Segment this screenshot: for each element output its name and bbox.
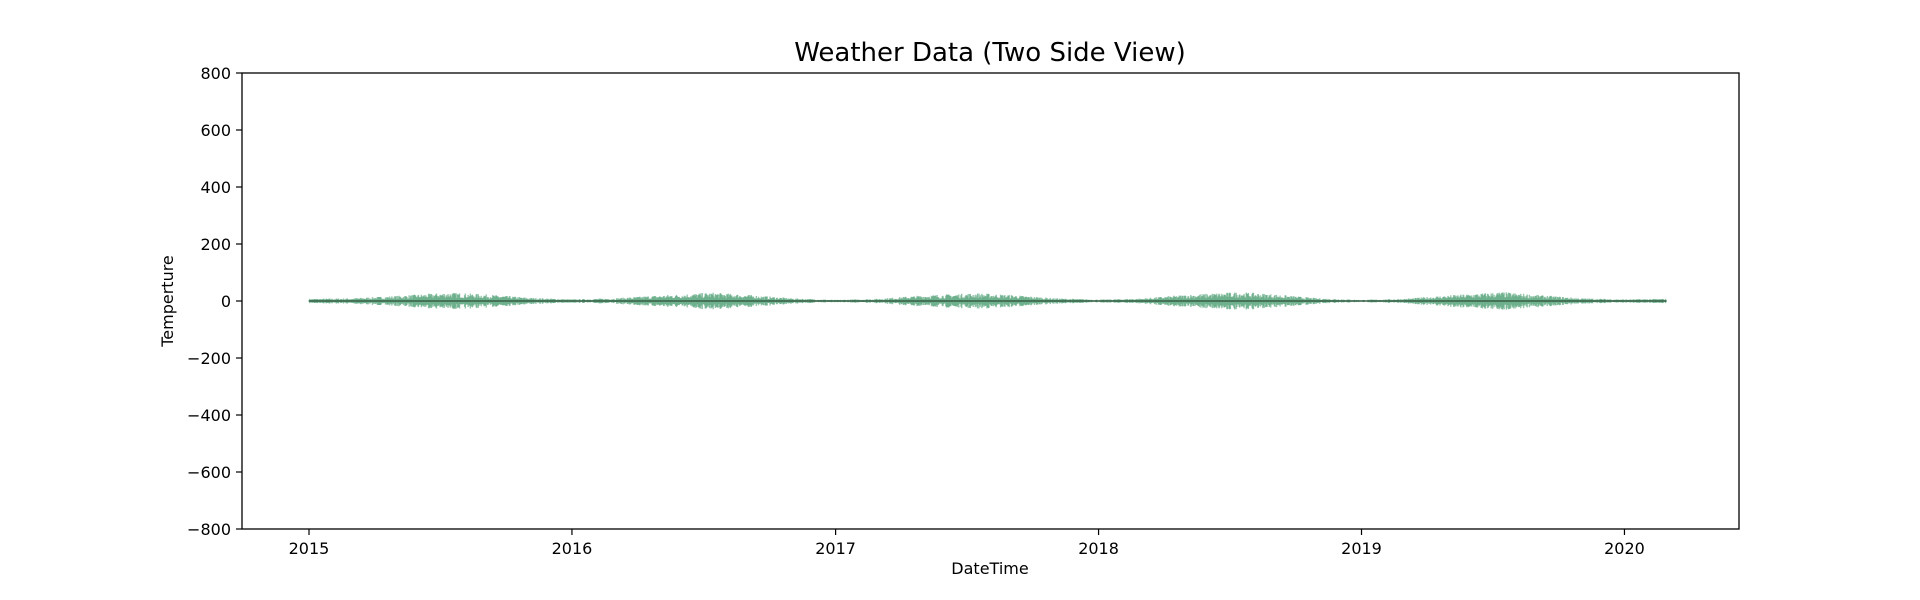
x-tick-label: 2018 [1078,539,1119,558]
y-tick-label: −800 [187,520,231,539]
chart-title: Weather Data (Two Side View) [794,38,1186,68]
y-tick-label: −400 [187,406,231,425]
y-tick-label: 0 [221,292,231,311]
x-tick-label: 2015 [289,539,330,558]
x-tick-label: 2019 [1341,539,1382,558]
y-tick-label: 800 [200,64,231,83]
y-tick-label: 400 [200,178,231,197]
y-tick-label: −200 [187,349,231,368]
plot-area [308,292,1667,310]
x-axis: 2015 2016 2017 2018 2019 2020 [289,529,1645,558]
y-tick-label: 200 [200,235,231,254]
x-tick-label: 2017 [815,539,856,558]
x-tick-label: 2016 [552,539,593,558]
x-tick-label: 2020 [1604,539,1645,558]
y-axis: −800 −600 −400 −200 0 200 400 600 800 [187,64,242,539]
y-axis-label: Temperture [158,255,177,348]
y-tick-label: 600 [200,121,231,140]
x-axis-label: DateTime [951,559,1028,578]
y-tick-label: −600 [187,463,231,482]
